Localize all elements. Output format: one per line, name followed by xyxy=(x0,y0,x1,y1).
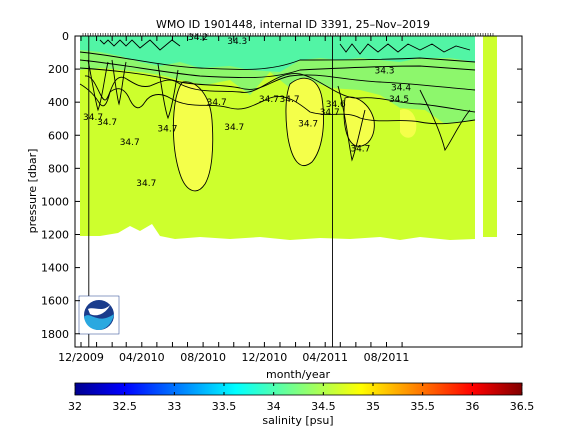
contour-label: 34.7 xyxy=(157,125,177,135)
contour-lines xyxy=(79,39,476,192)
contour-label: 34.7 xyxy=(120,138,140,148)
core-high-2 xyxy=(285,78,324,166)
y-axis: 0 200 400 600 800 1000 1200 1400 1600 1800 xyxy=(41,30,522,341)
x-tick-label: 04/2011 xyxy=(302,351,348,364)
colorbar-label: salinity [psu] xyxy=(262,414,333,427)
colorbar-tick-label: 35.5 xyxy=(410,400,435,413)
gap-2 xyxy=(497,36,522,336)
y-tick-label: 1400 xyxy=(41,262,69,275)
contour-label: 34.2 xyxy=(188,33,208,43)
colorbar-tick-label: 34.5 xyxy=(311,400,336,413)
contour-label: 34.7 xyxy=(350,144,370,154)
contour-label: 34.7 xyxy=(298,120,318,130)
y-tick-label: 0 xyxy=(62,30,69,43)
y-tick-label: 600 xyxy=(48,129,69,142)
x-tick-label: 12/2009 xyxy=(58,351,104,364)
x-tick-label: 08/2011 xyxy=(364,351,410,364)
x-tick-label: 12/2010 xyxy=(242,351,288,364)
x-axis: 12/2009 04/2010 08/2010 12/2010 04/2011 08/20… xyxy=(58,33,494,364)
colorbar-tick-label: 32.5 xyxy=(112,400,137,413)
contour-label: 34.7 xyxy=(280,95,300,105)
y-tick-label: 1000 xyxy=(41,195,69,208)
colorbar-tick-label: 33.5 xyxy=(212,400,237,413)
colorbar-tick-label: 36 xyxy=(465,400,479,413)
colorbar xyxy=(74,382,523,396)
chart-title: WMO ID 1901448, internal ID 3391, 25–Nov… xyxy=(156,18,430,31)
y-tick-label: 1200 xyxy=(41,229,69,242)
contour-label: 34.6 xyxy=(326,100,346,110)
x-axis-label: month/year xyxy=(266,368,330,381)
plot-frame xyxy=(74,35,523,348)
y-tick-label: 1600 xyxy=(41,295,69,308)
core-high-1 xyxy=(173,81,213,191)
contour-label: 34.7 xyxy=(224,123,244,133)
y-tick-label: 1800 xyxy=(41,328,69,341)
x-tick-label: 04/2010 xyxy=(119,351,165,364)
y-tick-label: 800 xyxy=(48,162,69,175)
contour-label: 34.3 xyxy=(227,37,247,47)
y-tick-label: 400 xyxy=(48,96,69,109)
y-axis-label: pressure [dbar] xyxy=(26,149,39,234)
contour-label: 34.4 xyxy=(391,83,411,93)
contour-label: 34.7 xyxy=(136,179,156,189)
contour-label: 34.7 xyxy=(259,95,279,105)
salinity-field xyxy=(79,36,522,336)
deep-fill-right xyxy=(483,36,497,237)
contour-label: 34.3 xyxy=(374,67,394,77)
contour-label: 34.7 xyxy=(207,98,227,108)
colorbar-tick-label: 35 xyxy=(366,400,380,413)
colorbar-tick-label: 32 xyxy=(68,400,82,413)
contour-labels: 34.734.734.734.734.734.234.734.734.334.7… xyxy=(83,33,411,189)
x-tick-label: 08/2010 xyxy=(180,351,226,364)
contour-label: 34.7 xyxy=(83,113,103,123)
y-tick-label: 200 xyxy=(48,63,69,76)
colorbar-tick-label: 34 xyxy=(267,400,281,413)
contour-label: 34.7 xyxy=(320,108,340,118)
gap-1 xyxy=(475,36,483,246)
contour-label: 34.7 xyxy=(97,118,117,128)
core-high-4 xyxy=(400,109,417,138)
colorbar-tick-label: 33 xyxy=(167,400,181,413)
contour-label: 34.5 xyxy=(389,95,409,105)
core-high-3 xyxy=(344,97,375,147)
colorbar-tick-label: 36.5 xyxy=(510,400,535,413)
colorbar-ticks: 32 32.5 33 33.5 34 34.5 35 35.5 36 36.5 xyxy=(68,383,534,413)
noaa-logo xyxy=(78,295,120,335)
